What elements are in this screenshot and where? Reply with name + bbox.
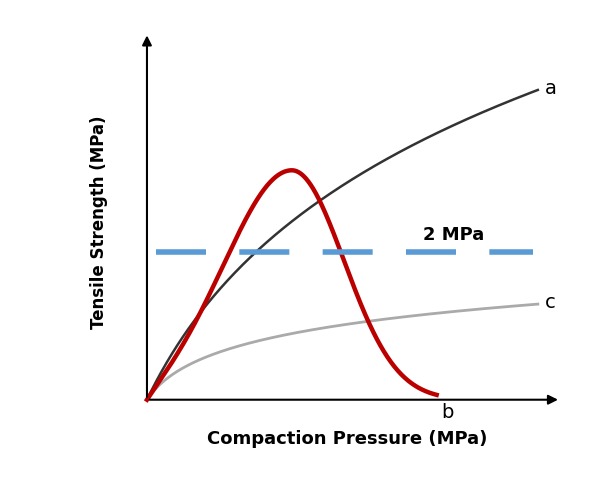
- Text: Tensile Strength (MPa): Tensile Strength (MPa): [89, 115, 107, 329]
- Text: a: a: [545, 78, 557, 97]
- Text: b: b: [441, 403, 454, 422]
- Text: 2 MPa: 2 MPa: [423, 226, 484, 244]
- Text: c: c: [545, 293, 556, 312]
- Text: Compaction Pressure (MPa): Compaction Pressure (MPa): [207, 430, 487, 448]
